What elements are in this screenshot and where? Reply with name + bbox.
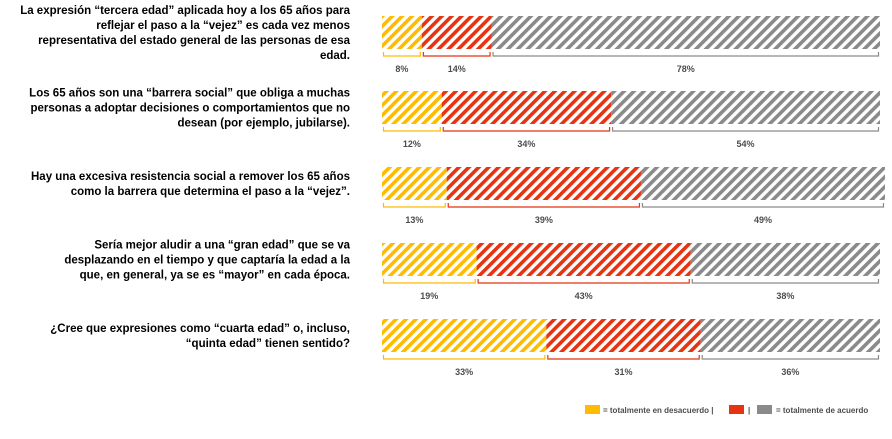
segment-bracket [477, 279, 690, 284]
value-label: 14% [448, 64, 466, 74]
bar-segment-acuerdo [611, 91, 880, 124]
value-label: 39% [535, 215, 553, 225]
value-label: 49% [754, 215, 772, 225]
value-label: 33% [455, 367, 473, 377]
value-label: 13% [405, 215, 423, 225]
value-label: 34% [517, 139, 535, 149]
question-label-line: Los 65 años son una “barrera social” que… [29, 88, 350, 100]
legend-swatch-desacuerdo [585, 405, 600, 414]
question-label-line: edad. [320, 50, 350, 62]
value-label: 8% [395, 64, 408, 74]
segment-bracket [547, 355, 700, 360]
segment-bracket [492, 52, 880, 57]
question-label-line: ¿Cree que expresiones como “cuarta edad”… [50, 323, 350, 335]
value-label: 43% [575, 291, 593, 301]
segment-bracket [382, 52, 421, 57]
segment-bracket [382, 127, 441, 132]
legend-label: = totalmente de acuerdo [776, 406, 868, 415]
segment-bracket [641, 203, 885, 208]
bar-segment-acuerdo [491, 16, 880, 49]
bar-segment-intermedio [546, 319, 701, 352]
segment-bracket [382, 355, 546, 360]
bar-segment-acuerdo [640, 167, 885, 200]
value-label: 38% [776, 291, 794, 301]
segment-bracket [701, 355, 880, 360]
value-label: 54% [737, 139, 755, 149]
legend-label: | [748, 406, 750, 415]
question-label-line: reflejar el paso a la “vejez” es cada ve… [96, 20, 350, 32]
bar-segment-desacuerdo [382, 91, 442, 124]
bar-segment-intermedio [446, 167, 641, 200]
question-label-line: Hay una excesiva resistencia social a re… [31, 171, 350, 183]
bar-segment-desacuerdo [382, 16, 422, 49]
value-label: 78% [677, 64, 695, 74]
segment-bracket [382, 279, 476, 284]
segment-bracket [691, 279, 880, 284]
question-label-line: que, en general, ya se es “mayor” en cad… [80, 270, 350, 282]
bar-segment-intermedio [476, 243, 691, 276]
bar-segment-desacuerdo [382, 319, 547, 352]
segment-bracket [442, 127, 611, 132]
question-label-line: La expresión “tercera edad” aplicada hoy… [20, 5, 350, 17]
value-label: 19% [420, 291, 438, 301]
legend-swatch-acuerdo [757, 405, 772, 414]
value-label: 36% [781, 367, 799, 377]
question-label-line: personas a adoptar decisiones o comporta… [30, 103, 350, 115]
bar-segment-intermedio [421, 16, 492, 49]
bar-segment-intermedio [441, 91, 612, 124]
legend-swatch-intermedio [729, 405, 744, 414]
legend: = totalmente en desacuerdo | | = totalment… [585, 405, 868, 415]
segment-bracket [422, 52, 491, 57]
legend-label: = totalmente en desacuerdo | [603, 406, 714, 415]
question-label-line: Sería mejor aludir a una “gran edad” que… [94, 240, 350, 252]
bar-segment-desacuerdo [382, 167, 447, 200]
question-label-line: “quinta edad” tienen sentido? [186, 338, 350, 350]
segment-brackets [382, 52, 885, 360]
value-label: 31% [615, 367, 633, 377]
question-label-line: desplazando en el tiempo y que captaría … [64, 255, 350, 267]
bar-segment-acuerdo [690, 243, 880, 276]
bar-segment-desacuerdo [382, 243, 477, 276]
question-label-line: como la barrera que determina el paso a … [71, 186, 350, 198]
question-labels: La expresión “tercera edad” aplicada hoy… [20, 5, 350, 350]
bar-segments [382, 16, 885, 352]
segment-bracket [611, 127, 880, 132]
segment-bracket [382, 203, 446, 208]
bar-segment-acuerdo [700, 319, 880, 352]
value-label: 12% [403, 139, 421, 149]
value-labels: 8% 14% 78% 12% 34% 54% 13% 39% 49% 19% 43% 38% 33% 31… [395, 64, 799, 377]
question-label-line: representativa del estado general de las… [38, 35, 351, 47]
question-label-line: desean (por ejemplo, jubilarse). [177, 118, 350, 130]
segment-bracket [447, 203, 641, 208]
